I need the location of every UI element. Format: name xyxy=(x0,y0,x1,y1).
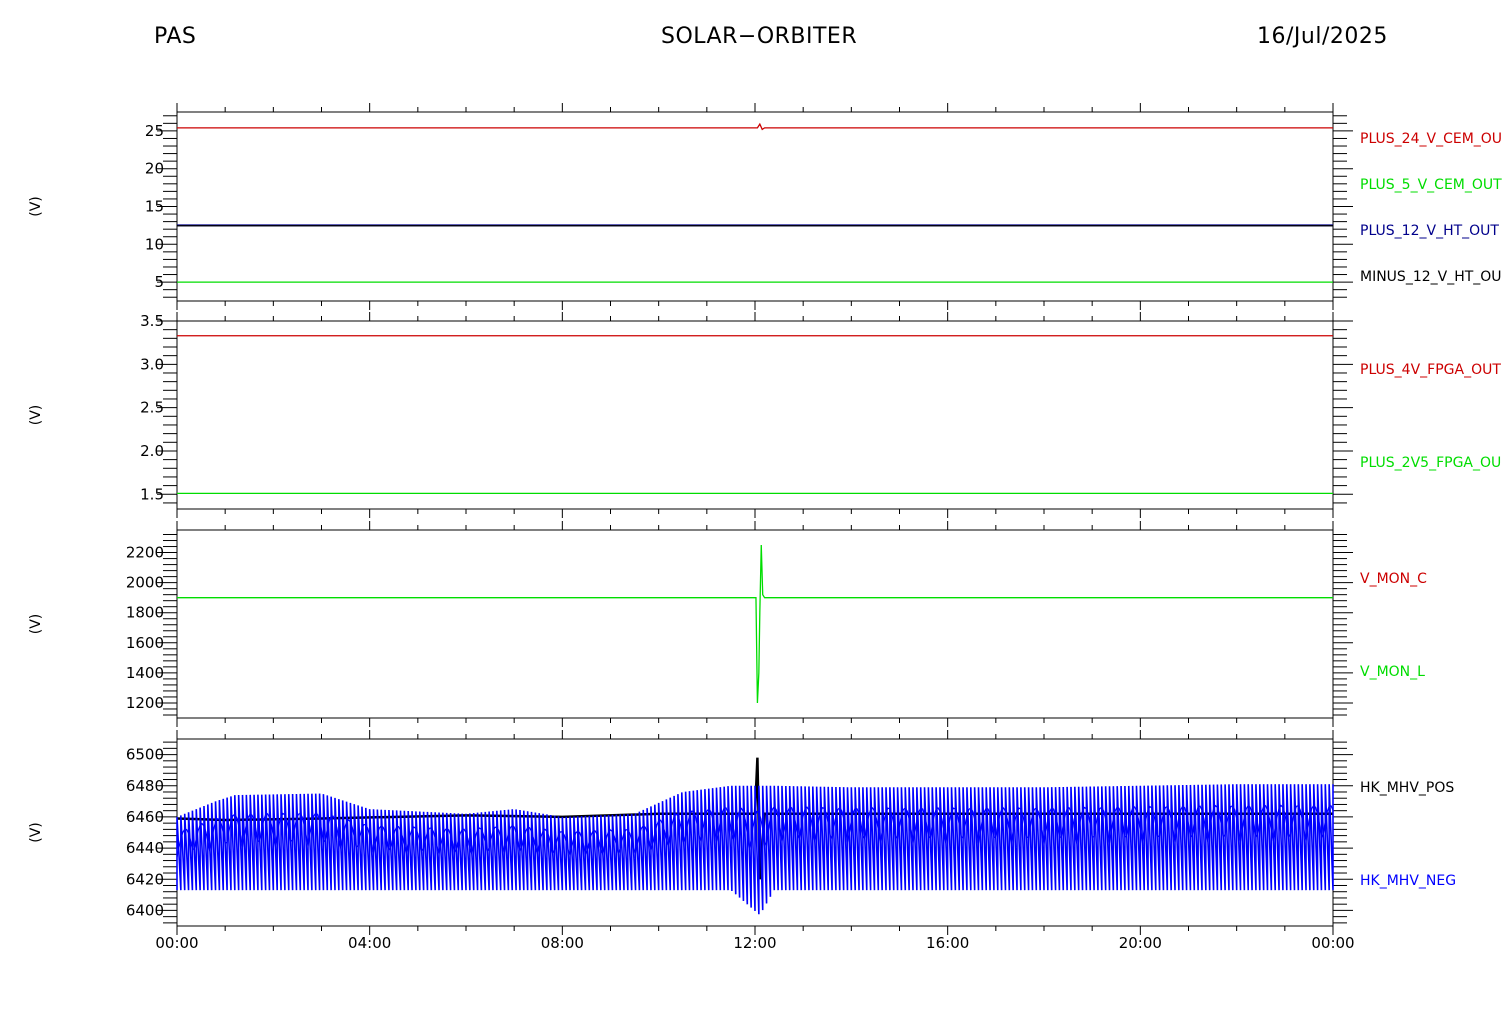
y-tick-label: 2.0 xyxy=(140,442,164,460)
y-tick-label: 3.5 xyxy=(140,312,164,330)
header-instrument: PAS xyxy=(154,24,197,49)
y-tick-label: 6500 xyxy=(126,746,164,764)
legend-series-v-mon-l: V_MON_L xyxy=(1360,664,1425,680)
x-tick-label: 00:00 xyxy=(1311,934,1354,952)
legend-series-minus-12-v-ht-ou: MINUS_12_V_HT_OU xyxy=(1360,269,1502,285)
panel-1: 5 10 15 20 25 (V) PLUS_24_V_CEM_OU PLUS_5_V_CEM… xyxy=(28,103,1502,310)
series-hk-mhv-pos xyxy=(176,757,1333,880)
legend-series-plus-4v-fpga-out: PLUS_4V_FPGA_OUT xyxy=(1360,362,1501,378)
y-tick-label: 2000 xyxy=(126,574,164,592)
y-tick-label: 5 xyxy=(154,273,164,291)
legend-series-v-mon-c: V_MON_C xyxy=(1360,571,1427,587)
panel-2: 1.5 2.0 2.5 3.0 3.5 (V) PLUS_4V_FPGA_OUT PLUS_2… xyxy=(28,312,1501,518)
x-tick-label: 04:00 xyxy=(348,934,391,952)
y-tick-label: 15 xyxy=(145,198,164,216)
legend-series-hk-mhv-pos: HK_MHV_POS xyxy=(1360,780,1454,796)
y-tick-label: 1600 xyxy=(126,634,164,652)
y-axis-label: (V) xyxy=(28,614,44,635)
legend-series-plus-2v5-fpga-ou: PLUS_2V5_FPGA_OU xyxy=(1360,455,1501,471)
x-tick-label: 00:00 xyxy=(155,934,198,952)
header-mission: SOLAR−ORBITER xyxy=(661,24,858,49)
series-v-mon-l xyxy=(177,545,1333,703)
y-axis-label: (V) xyxy=(28,822,44,843)
y-axis-label: (V) xyxy=(28,196,44,217)
y-tick-label: 6440 xyxy=(126,839,164,857)
header-date: 16/Jul/2025 xyxy=(1257,24,1388,49)
panel-frame xyxy=(176,111,1334,302)
y-tick-label: 6460 xyxy=(126,808,164,826)
y-tick-label: 2200 xyxy=(126,544,164,562)
y-tick-label: 25 xyxy=(145,122,164,140)
y-tick-label: 1200 xyxy=(126,694,164,712)
series-plus-24-v-cem-ou xyxy=(177,122,1333,131)
y-tick-label: 10 xyxy=(145,235,164,253)
legend-series-plus-12-v-ht-out: PLUS_12_V_HT_OUT xyxy=(1360,223,1499,239)
panel-frame xyxy=(176,529,1334,719)
x-tick-label: 16:00 xyxy=(926,934,969,952)
y-tick-label: 2.5 xyxy=(140,399,164,417)
legend-series-hk-mhv-neg: HK_MHV_NEG xyxy=(1360,873,1456,889)
series-hk-mhv-neg-fill xyxy=(176,804,1334,858)
panel-3: 1200 1400 1600 1800 2000 2200 (V) V_MON_C V_MON_… xyxy=(28,521,1427,727)
panel-frame xyxy=(176,320,1334,510)
y-tick-label: 1400 xyxy=(126,664,164,682)
y-axis-label: (V) xyxy=(28,405,44,426)
x-tick-label: 12:00 xyxy=(733,934,776,952)
y-tick-label: 6480 xyxy=(126,777,164,795)
panel-4: 6400 6420 6440 6460 6480 6500 (V) HK_MHV_POS HK_… xyxy=(28,730,1456,952)
y-tick-label: 20 xyxy=(145,160,164,178)
y-tick-label: 1800 xyxy=(126,604,164,622)
series-hk-mhv-neg-trace xyxy=(176,784,1334,915)
y-tick-label: 6420 xyxy=(126,870,164,888)
legend-series-plus-5-v-cem-out: PLUS_5_V_CEM_OUT xyxy=(1360,177,1502,193)
x-tick-label: 08:00 xyxy=(541,934,584,952)
y-tick-label: 6400 xyxy=(126,901,164,919)
y-tick-label: 1.5 xyxy=(140,485,164,503)
y-tick-label: 3.0 xyxy=(140,355,164,373)
legend-series-plus-24-v-cem-ou: PLUS_24_V_CEM_OU xyxy=(1360,131,1502,147)
x-tick-label: 20:00 xyxy=(1119,934,1162,952)
